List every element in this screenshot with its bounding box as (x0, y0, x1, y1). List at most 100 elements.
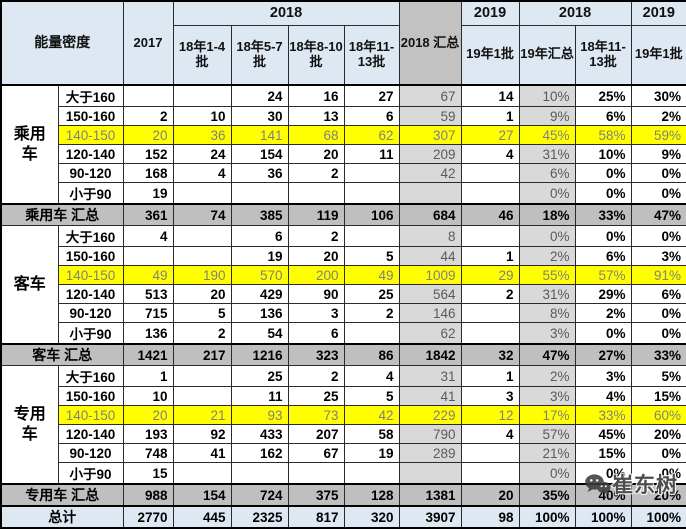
table-cell: 62 (398, 322, 462, 345)
range-label: 90-120 (57, 303, 124, 323)
table-cell: 57% (574, 265, 632, 285)
range-label: 90-120 (57, 163, 124, 183)
table-row: 小于90 19 0% 0% 0% (1, 182, 686, 205)
range-label: 120-140 (57, 424, 124, 444)
table-cell: 59% (630, 125, 686, 145)
table-cell: 59 (398, 106, 462, 126)
table-cell (172, 182, 232, 205)
table-cell (172, 386, 232, 406)
table-cell: 2 (460, 284, 520, 304)
table-cell (343, 182, 400, 205)
table-cell: 27% (574, 343, 632, 366)
table-cell: 207 (287, 424, 345, 444)
table-cell: 0% (630, 182, 686, 205)
col-header-batch-8-10: 18年8-10批 (287, 24, 345, 86)
table-cell: 36 (172, 125, 232, 145)
table-cell: 20 (122, 125, 174, 145)
table-cell: 14 (460, 84, 520, 107)
table-row: 150-160 10 11 25 5 41 3 3% 4% 15% (1, 386, 686, 406)
table-cell: 92 (172, 424, 232, 444)
table-row: 小于90 136 2 54 6 62 3% 0% 0% (1, 322, 686, 345)
table-cell: 30% (630, 84, 686, 107)
summary-row-label: 乘用车 汇总 (0, 203, 124, 226)
table-cell: 5 (343, 386, 400, 406)
table-cell: 564 (398, 284, 462, 304)
table-cell: 323 (287, 343, 345, 366)
table-cell: 25% (574, 84, 632, 107)
table-cell: 21 (172, 405, 232, 425)
table-cell: 0% (574, 322, 632, 345)
table-cell: 33% (630, 343, 686, 366)
table-cell: 4 (460, 424, 520, 444)
table-cell: 10 (122, 386, 174, 406)
table-cell: 31% (518, 144, 576, 164)
table-cell: 93 (230, 405, 289, 425)
table-cell: 27 (460, 125, 520, 145)
table-cell: 25 (230, 365, 289, 387)
table-cell: 44 (398, 246, 462, 266)
table-cell: 33% (574, 203, 632, 226)
table-cell: 31% (518, 284, 576, 304)
range-label: 150-160 (57, 106, 124, 126)
table-cell: 6 (287, 322, 345, 345)
col-header-19-batch-1: 19年1批 (460, 24, 520, 86)
table-cell: 18% (518, 203, 576, 226)
table-cell: 513 (122, 284, 174, 304)
table-cell: 320 (343, 505, 400, 529)
table-cell: 29 (460, 265, 520, 285)
table-cell: 684 (398, 203, 462, 226)
table-cell: 2 (122, 106, 174, 126)
table-cell: 1 (460, 246, 520, 266)
range-label: 大于160 (57, 225, 124, 247)
table-cell: 2 (343, 303, 400, 323)
table-cell: 11 (343, 144, 400, 164)
table-cell: 67 (398, 84, 462, 107)
table-cell: 0% (518, 182, 576, 205)
table-cell: 1 (122, 365, 174, 387)
table-cell: 6% (574, 246, 632, 266)
table-cell: 209 (398, 144, 462, 164)
col-header-batch-1-4: 18年1-4批 (172, 24, 232, 86)
table-cell: 790 (398, 424, 462, 444)
table-cell (172, 365, 232, 387)
range-label: 大于160 (57, 365, 124, 387)
table-cell (460, 225, 520, 247)
table-cell: 5 (343, 246, 400, 266)
table-cell: 2325 (230, 505, 289, 529)
table-cell: 9% (518, 106, 576, 126)
table-cell: 217 (172, 343, 232, 366)
table-cell: 45% (518, 125, 576, 145)
table-cell: 91% (630, 265, 686, 285)
table-cell: 1 (460, 365, 520, 387)
table-cell: 0% (574, 163, 632, 183)
group-label: 专用车 (0, 365, 59, 485)
table-cell: 3% (630, 246, 686, 266)
table-cell: 724 (230, 483, 289, 507)
table-cell: 49 (343, 265, 400, 285)
table-cell: 168 (122, 163, 174, 183)
table-cell: 47% (630, 203, 686, 226)
table-cell: 2 (287, 163, 345, 183)
table-row: 客车 大于160 4 6 2 8 0% 0% 0% (0, 225, 686, 345)
col-header-19-batch-1-pct: 19年1批 (630, 24, 686, 86)
table-cell: 15 (122, 462, 174, 485)
summary-row: 客车 汇总 1421 217 1216 323 86 1842 32 47% 27% 33% (0, 343, 686, 366)
corner-header-energy-density: 能量密度 (0, 0, 124, 86)
range-label: 大于160 (57, 84, 124, 107)
year-header-2019-b: 2019 (630, 0, 686, 26)
table-cell (398, 182, 462, 205)
table-cell: 6% (518, 163, 576, 183)
group-label: 客车 (0, 225, 59, 345)
range-label: 150-160 (57, 246, 124, 266)
table-cell: 119 (287, 203, 345, 226)
table-cell: 49 (122, 265, 174, 285)
table-cell: 35% (518, 483, 576, 507)
table-cell: 2% (630, 106, 686, 126)
table-cell: 10% (574, 144, 632, 164)
table-cell: 60% (630, 405, 686, 425)
table-cell: 10 (172, 106, 232, 126)
summary-row: 乘用车 汇总 361 74 385 119 106 684 46 18% 33% 47% (0, 203, 686, 226)
table-cell (122, 246, 174, 266)
table-row: 150-160 2 10 30 13 6 59 1 9% 6% 2% (1, 106, 686, 126)
table-cell: 19 (343, 443, 400, 463)
